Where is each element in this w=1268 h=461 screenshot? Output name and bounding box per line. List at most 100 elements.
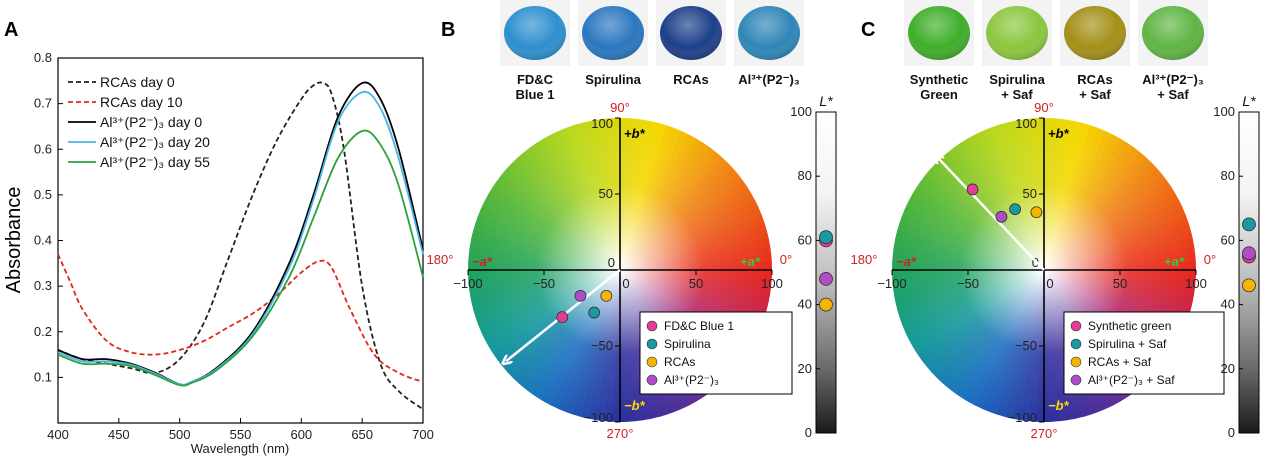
neg-b-label: −b* bbox=[624, 398, 646, 413]
x-tick-label: 500 bbox=[169, 427, 191, 442]
y-tick-label: 0.3 bbox=[34, 278, 52, 293]
swatch-label-line2: Green bbox=[920, 87, 958, 102]
swatch-label: Spirulina bbox=[989, 72, 1045, 87]
y-tick-label: 0.1 bbox=[34, 369, 52, 384]
swatch-label-line2: + Saf bbox=[1001, 87, 1033, 102]
a-tick-label: 100 bbox=[1185, 276, 1207, 291]
x-tick-label: 550 bbox=[230, 427, 252, 442]
lightness-point bbox=[1242, 278, 1256, 293]
legend-entry: Al³⁺(P2⁻)₃ day 55 bbox=[100, 154, 210, 170]
y-tick-label: 0.4 bbox=[34, 233, 52, 248]
y-tick-label: 0.2 bbox=[34, 324, 52, 339]
lightness-point bbox=[1242, 246, 1256, 261]
angle-270: 270° bbox=[607, 426, 634, 441]
x-tick-label: 700 bbox=[412, 427, 434, 442]
angle-180: 180° bbox=[427, 252, 454, 267]
legend-entry: Spirulina + Saf bbox=[1088, 337, 1167, 351]
data-point bbox=[966, 183, 979, 196]
neg-a-label: −a* bbox=[896, 254, 917, 269]
lightness-tick-label: 100 bbox=[790, 104, 812, 119]
panel-label-a: A bbox=[4, 19, 18, 41]
data-point bbox=[995, 210, 1008, 223]
absorbance-chart: 400 450 500 550 600 650 700 0.1 0.2 0.3 0.4 0.5 0.6 0… bbox=[3, 50, 434, 456]
angle-90: 90° bbox=[1034, 100, 1054, 115]
y-tick-label: 0.7 bbox=[34, 96, 52, 111]
a-tick-label: −100 bbox=[453, 276, 482, 291]
neg-b-label: −b* bbox=[1048, 398, 1070, 413]
swatch-label: FD&C bbox=[517, 72, 554, 87]
angle-0: 0° bbox=[780, 252, 792, 267]
b-tick-label: 50 bbox=[599, 186, 613, 201]
b-tick-label: 0 bbox=[608, 255, 615, 270]
lightness-label: L* bbox=[1242, 93, 1256, 109]
candy-shading bbox=[1064, 6, 1126, 60]
candy-shading bbox=[582, 6, 644, 60]
legend-marker bbox=[646, 374, 658, 386]
legend-marker bbox=[1070, 338, 1082, 350]
pos-b-label: +b* bbox=[624, 126, 646, 141]
legend-entry: RCAs day 0 bbox=[100, 74, 175, 90]
lightness-label: L* bbox=[819, 93, 833, 109]
neg-a-label: −a* bbox=[472, 254, 493, 269]
swatch-label: Synthetic bbox=[910, 72, 969, 87]
legend-entry: Al³⁺(P2⁻)₃ + Saf bbox=[1088, 373, 1175, 387]
legend-entry: Al³⁺(P2⁻)₃ day 20 bbox=[100, 134, 210, 150]
angle-270: 270° bbox=[1031, 426, 1058, 441]
lightness-point bbox=[1242, 217, 1256, 232]
x-tick-label: 650 bbox=[351, 427, 373, 442]
legend-box bbox=[639, 311, 793, 395]
lightness-tick-label: 80 bbox=[798, 168, 812, 183]
a-tick-label: −50 bbox=[957, 276, 979, 291]
lightness-tick-label: 40 bbox=[798, 297, 812, 312]
x-axis-label: Wavelength (nm) bbox=[191, 441, 290, 456]
a-tick-label: 50 bbox=[1113, 276, 1127, 291]
y-tick-label: 0.6 bbox=[34, 141, 52, 156]
lightness-tick-label: 60 bbox=[1221, 232, 1235, 247]
panel-label-c: C bbox=[861, 19, 875, 41]
lightness-tick-label: 0 bbox=[805, 425, 812, 440]
data-point bbox=[600, 289, 613, 302]
candy-shading bbox=[986, 6, 1048, 60]
lightness-tick-label: 20 bbox=[1221, 361, 1235, 376]
a-tick-label: 0 bbox=[622, 276, 629, 291]
a-tick-label: 0 bbox=[1046, 276, 1053, 291]
swatch-label: Al³⁺(P2⁻)₃ bbox=[738, 72, 800, 87]
legend-marker bbox=[646, 338, 658, 350]
x-tick-label: 400 bbox=[47, 427, 69, 442]
y-axis-label: Absorbance bbox=[3, 187, 25, 294]
a-tick-label: −50 bbox=[533, 276, 555, 291]
legend-entry: Spirulina bbox=[664, 337, 711, 351]
lightness-tick-label: 20 bbox=[798, 361, 812, 376]
a-tick-label: −100 bbox=[877, 276, 906, 291]
lightness-bar bbox=[1238, 111, 1260, 434]
legend-entry: Al³⁺(P2⁻)₃ bbox=[664, 373, 719, 387]
angle-0: 0° bbox=[1204, 252, 1216, 267]
trend-arrow bbox=[938, 158, 1045, 271]
lightness-point bbox=[819, 297, 833, 312]
series-line-0 bbox=[57, 81, 424, 411]
pos-a-label: +a* bbox=[1164, 254, 1185, 269]
lightness-tick-label: 80 bbox=[1221, 168, 1235, 183]
candy-shading bbox=[660, 6, 722, 60]
data-point bbox=[1030, 206, 1043, 219]
legend-entry: RCAs + Saf bbox=[1088, 355, 1152, 369]
plot-frame bbox=[57, 57, 424, 424]
legend-marker bbox=[1070, 374, 1082, 386]
candy-shading bbox=[908, 6, 970, 60]
lightness-tick-label: 0 bbox=[1228, 425, 1235, 440]
b-tick-label: −100 bbox=[584, 410, 613, 425]
swatch-label-line2: + Saf bbox=[1157, 87, 1189, 102]
lightness-tick-label: 60 bbox=[798, 232, 812, 247]
legend-entry: FD&C Blue 1 bbox=[664, 319, 734, 333]
data-point bbox=[574, 289, 587, 302]
candy-shading bbox=[504, 6, 566, 60]
angle-90: 90° bbox=[610, 100, 630, 115]
lightness-point bbox=[819, 230, 833, 245]
y-tick-label: 0.8 bbox=[34, 50, 52, 65]
legend-box bbox=[1063, 311, 1225, 395]
b-tick-label: 50 bbox=[1023, 186, 1037, 201]
a-tick-label: 50 bbox=[689, 276, 703, 291]
